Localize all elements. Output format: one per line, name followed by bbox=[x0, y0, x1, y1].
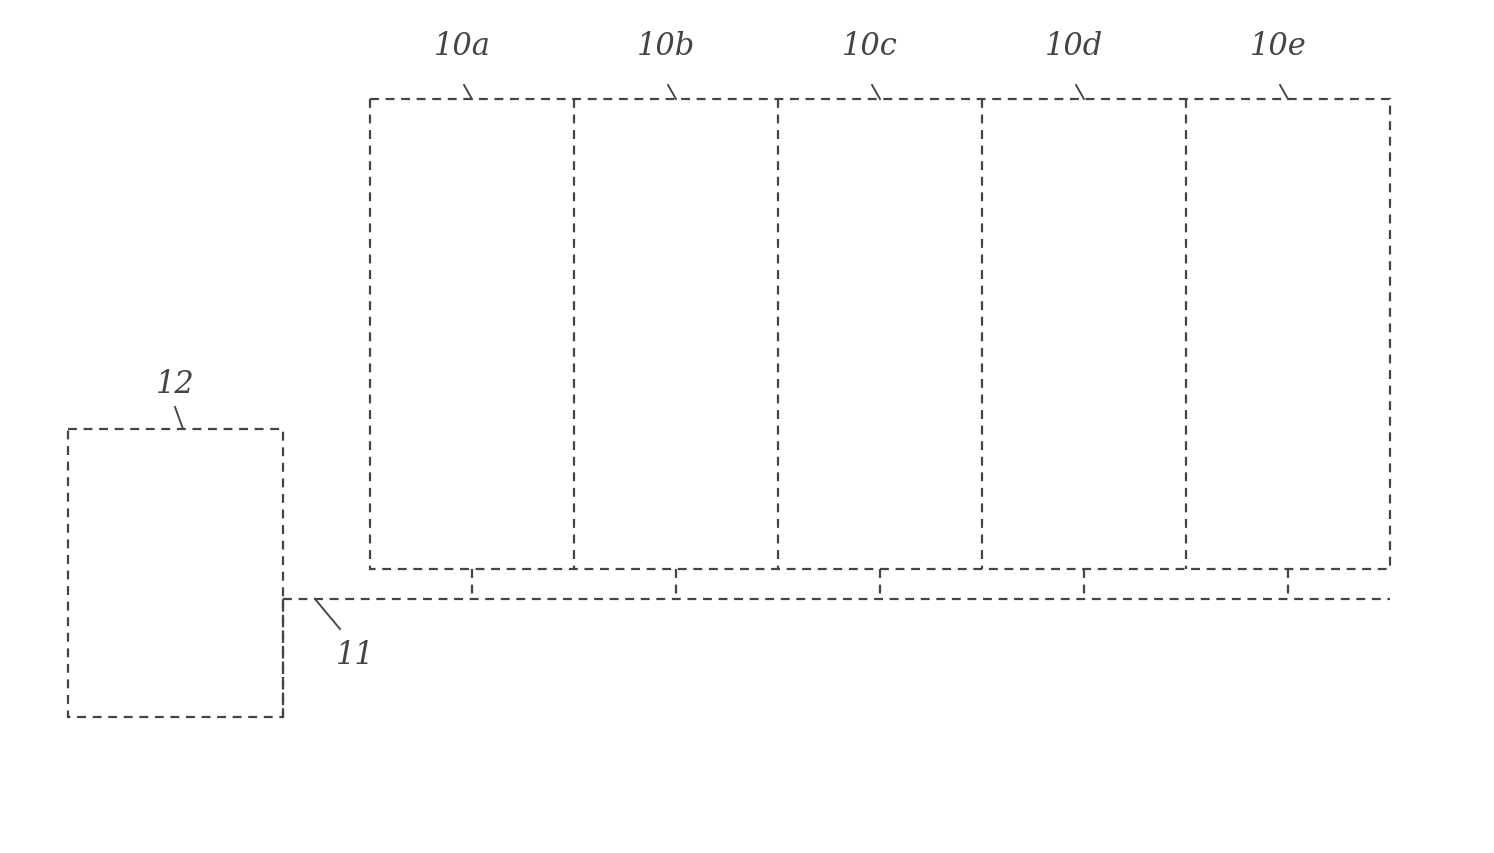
Text: 10e: 10e bbox=[1249, 31, 1306, 62]
Text: 10d: 10d bbox=[1044, 31, 1103, 62]
Text: 10b: 10b bbox=[636, 31, 695, 62]
Text: 12: 12 bbox=[155, 368, 194, 399]
Text: 10c: 10c bbox=[843, 31, 898, 62]
Text: 11: 11 bbox=[336, 639, 375, 670]
Text: 10a: 10a bbox=[433, 31, 490, 62]
